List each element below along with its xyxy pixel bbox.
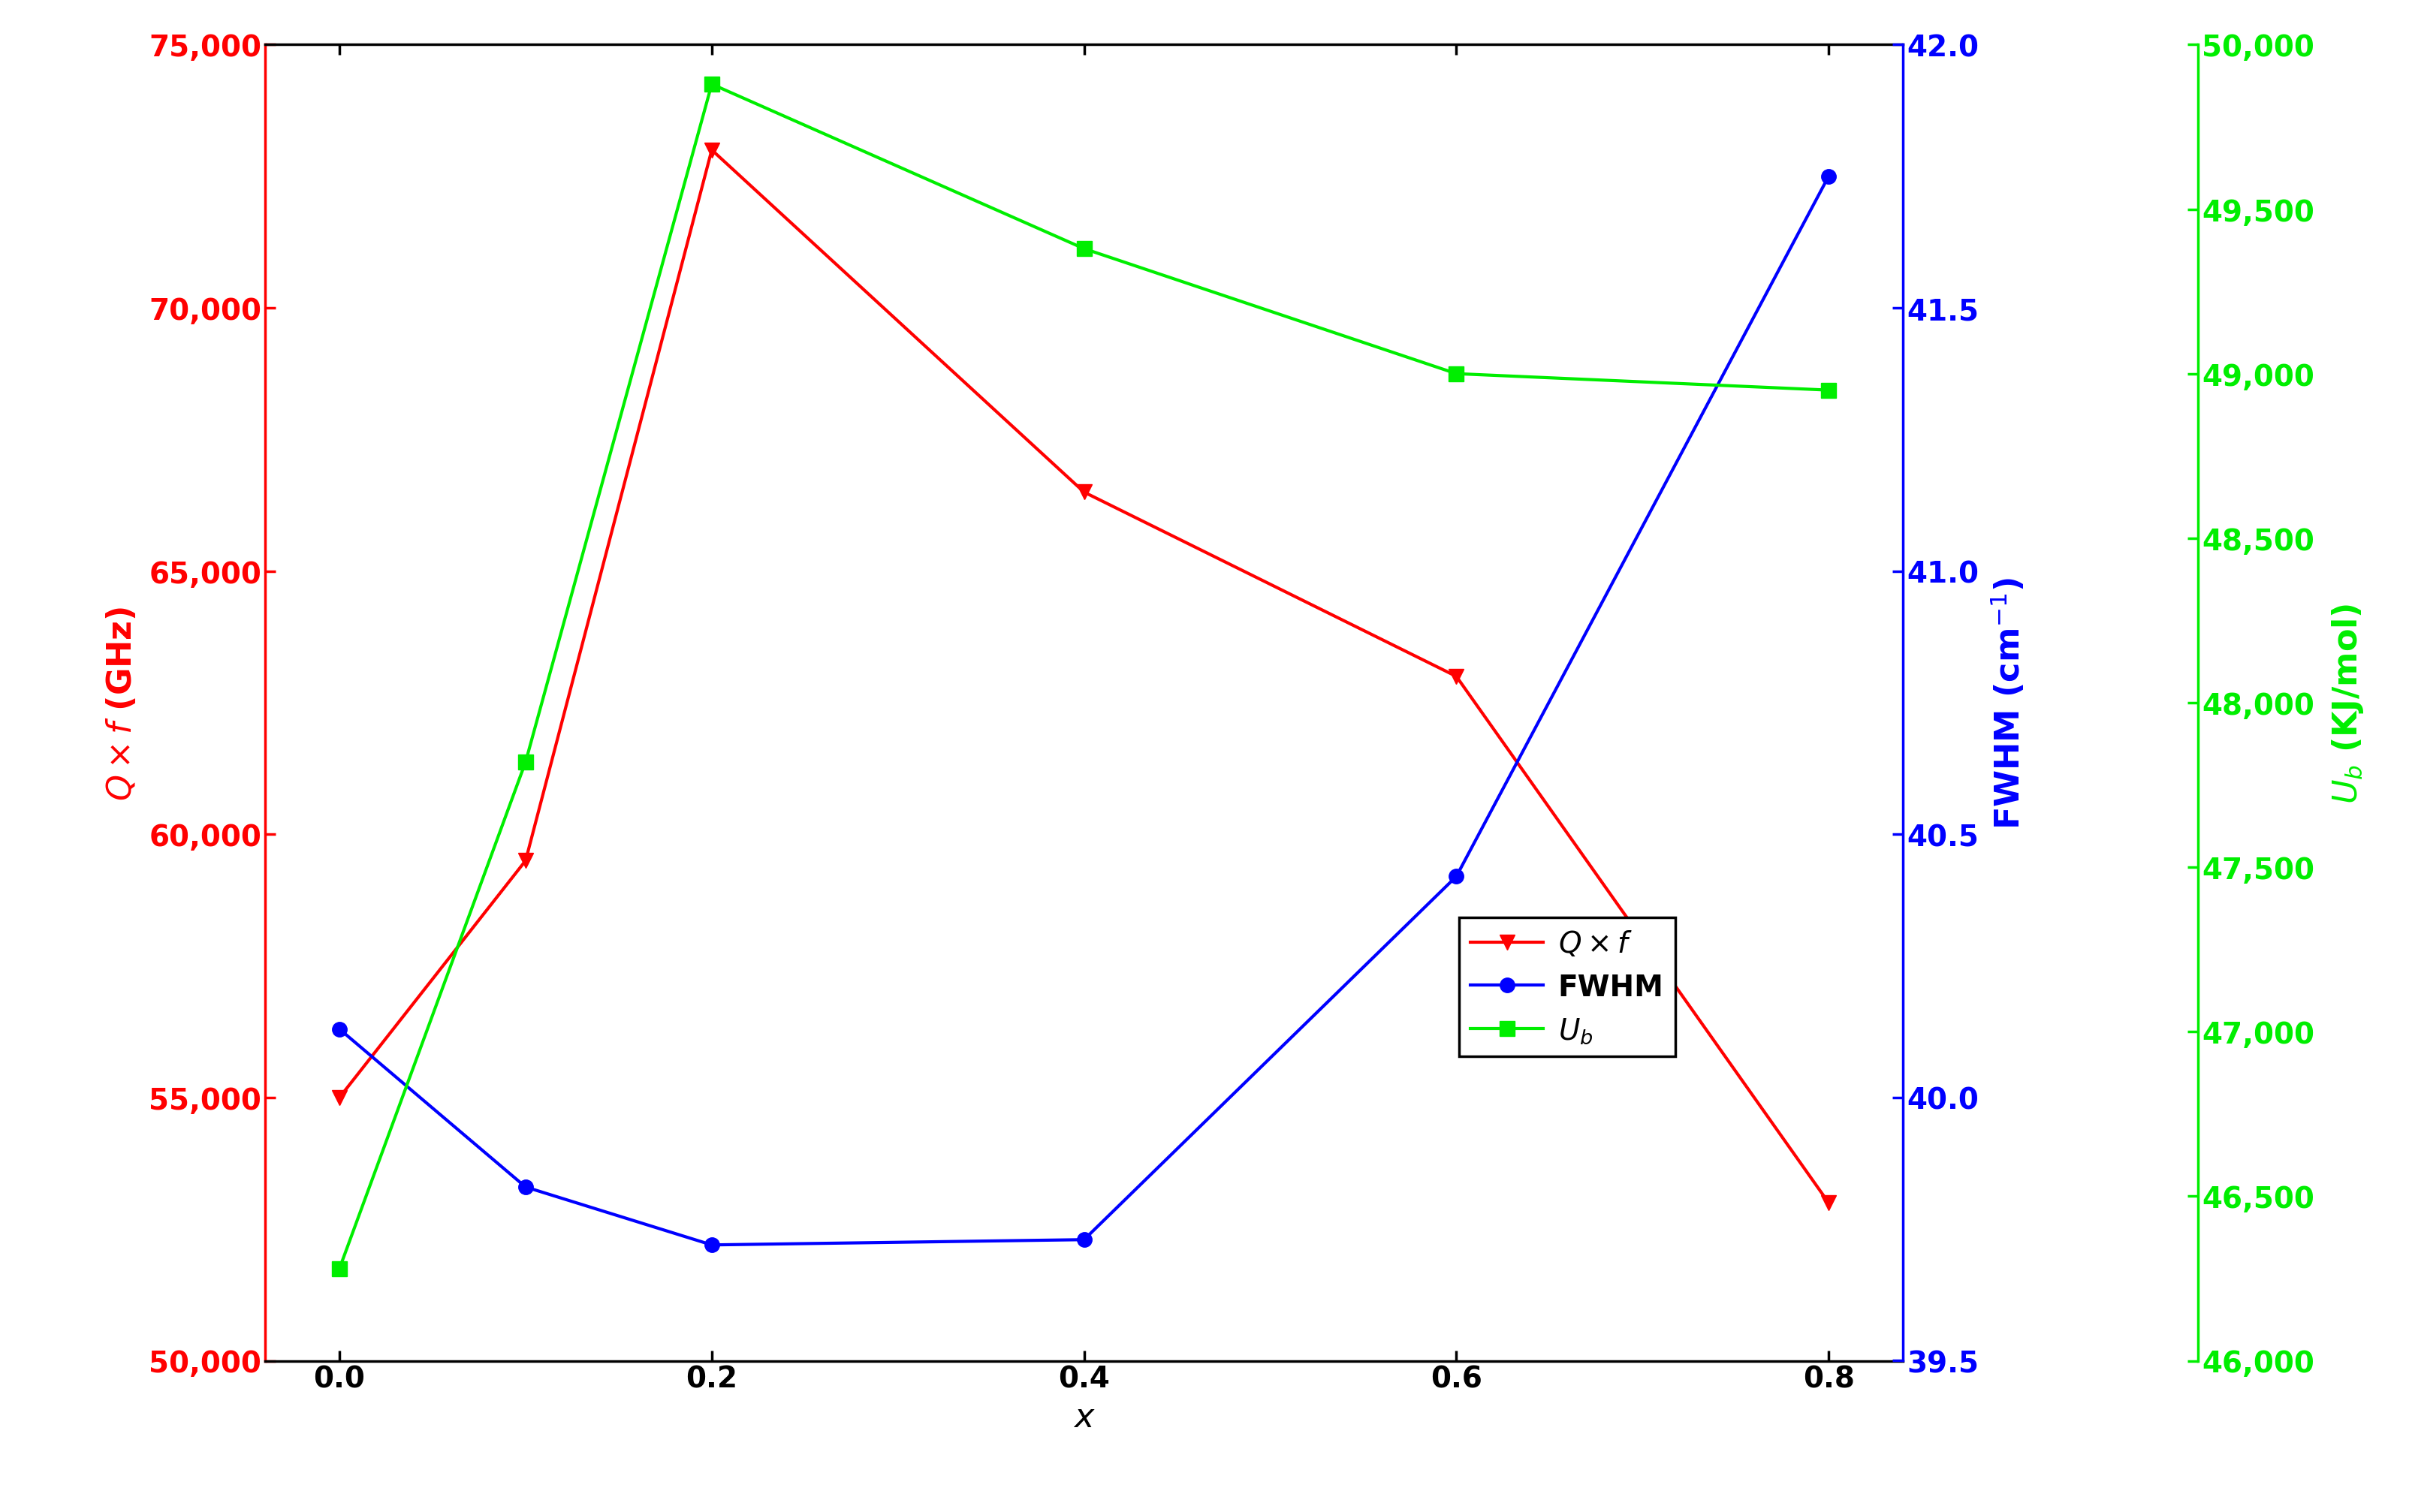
$U_b$: [1814, 381, 1843, 399]
Y-axis label: $Q\times f$ (GHz): $Q\times f$ (GHz): [106, 606, 137, 800]
X-axis label: $x$: $x$: [1072, 1402, 1096, 1433]
Line: $U_b$: $U_b$: [332, 77, 1836, 1276]
$Q\times f$: [511, 851, 540, 869]
FWHM: [1443, 868, 1472, 886]
$Q\times f$: [1814, 1194, 1843, 1213]
Y-axis label: FWHM (cm$^{-1}$): FWHM (cm$^{-1}$): [1990, 578, 2026, 829]
FWHM: [325, 1021, 354, 1039]
Y-axis label: $U_b$ (KJ/mol): $U_b$ (KJ/mol): [2330, 603, 2366, 803]
Line: FWHM: FWHM: [332, 169, 1836, 1252]
Line: $Q\times f$: $Q\times f$: [332, 144, 1836, 1210]
FWHM: [1814, 168, 1843, 186]
$Q\times f$: [1443, 668, 1472, 686]
$U_b$: [696, 76, 725, 94]
FWHM: [696, 1235, 725, 1253]
$Q\times f$: [1070, 484, 1099, 502]
$Q\times f$: [696, 142, 725, 160]
$U_b$: [1443, 366, 1472, 384]
FWHM: [511, 1178, 540, 1196]
$Q\times f$: [325, 1089, 354, 1107]
$U_b$: [325, 1259, 354, 1278]
Legend: $Q\times f$, FWHM, $U_b$: $Q\times f$, FWHM, $U_b$: [1460, 918, 1677, 1057]
$U_b$: [1070, 240, 1099, 259]
FWHM: [1070, 1231, 1099, 1249]
$U_b$: [511, 753, 540, 771]
